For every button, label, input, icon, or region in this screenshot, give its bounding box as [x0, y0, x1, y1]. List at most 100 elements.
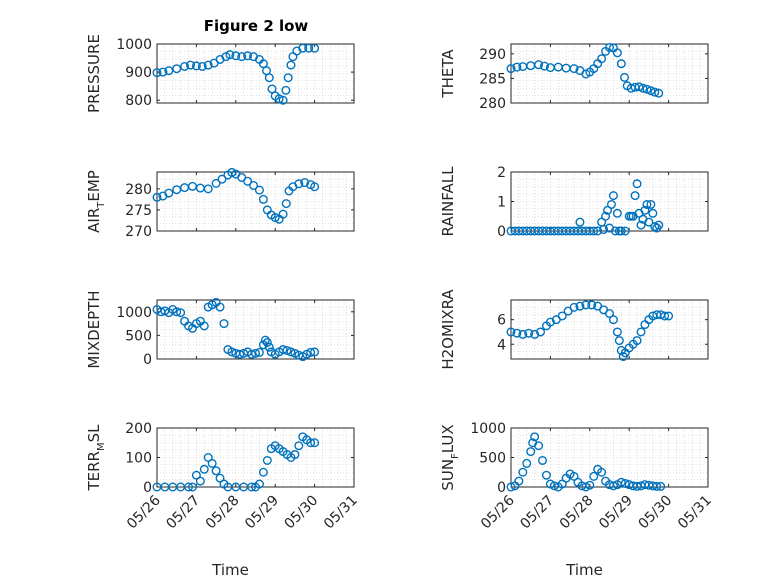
- data-point: [310, 438, 320, 448]
- subplot-3: 270 275 280 AIRTEMP: [85, 167, 355, 240]
- data-point: [286, 347, 296, 357]
- y-tick-label: 285: [479, 71, 506, 87]
- data-point: [557, 311, 567, 321]
- data-point: [306, 347, 316, 357]
- data-point: [518, 329, 528, 339]
- data-point: [587, 300, 597, 310]
- data-point: [620, 226, 630, 236]
- data-point: [610, 226, 620, 236]
- grid-lines: [510, 44, 708, 103]
- x-tick-label: 05/27: [163, 493, 203, 533]
- x-tick-label: 05/26: [124, 492, 164, 532]
- data-point: [599, 225, 609, 235]
- y-axis-label: PRESSURE: [85, 34, 103, 113]
- data-point: [526, 447, 536, 457]
- data-points: [152, 43, 320, 105]
- data-point: [258, 59, 268, 69]
- data-point: [187, 181, 197, 191]
- data-point: [654, 220, 664, 230]
- data-point: [593, 59, 603, 69]
- data-point: [203, 184, 213, 194]
- y-tick-label: 1000: [470, 421, 506, 437]
- y-tick-label: 100: [125, 451, 152, 467]
- data-point: [249, 180, 259, 190]
- data-point: [660, 311, 670, 321]
- data-point: [237, 52, 247, 62]
- data-point: [294, 179, 304, 189]
- data-point: [243, 176, 253, 186]
- data-point: [164, 188, 174, 198]
- data-point: [534, 441, 544, 451]
- y-axis-label: RAINFALL: [439, 166, 457, 237]
- data-point: [512, 62, 522, 72]
- y-tick-label: 290: [479, 47, 506, 63]
- y-tick-label: 275: [125, 203, 152, 219]
- data-point: [278, 345, 288, 355]
- data-point: [278, 95, 288, 105]
- y-tick-label: 280: [125, 182, 152, 198]
- data-points: [506, 179, 664, 236]
- data-point: [247, 482, 257, 492]
- data-point: [300, 178, 310, 188]
- y-tick-label: 200: [125, 421, 152, 437]
- x-tick-label: 05/26: [478, 492, 518, 532]
- x-tick-label: 05/31: [321, 493, 361, 533]
- y-tick-label: 0: [497, 480, 506, 496]
- data-point: [290, 450, 300, 460]
- data-point: [575, 301, 585, 311]
- data-point: [152, 68, 162, 78]
- data-point: [612, 208, 622, 218]
- y-tick-label: 500: [125, 328, 152, 344]
- data-point: [281, 85, 291, 95]
- data-point: [262, 337, 272, 347]
- grid-lines: [156, 172, 354, 231]
- y-axis-label: THETA: [439, 49, 457, 99]
- axes-box: [156, 43, 355, 104]
- data-point: [211, 466, 221, 476]
- data-point: [164, 66, 174, 76]
- x-axis-label: Time: [211, 561, 249, 579]
- data-point: [608, 315, 618, 325]
- data-point: [585, 480, 595, 490]
- data-point: [184, 482, 194, 492]
- data-point: [536, 327, 546, 337]
- y-tick-label: 2: [497, 165, 506, 181]
- data-point: [258, 467, 268, 477]
- data-point: [597, 54, 607, 64]
- data-point: [219, 319, 229, 329]
- data-point: [518, 467, 528, 477]
- data-point: [614, 336, 624, 346]
- data-point: [180, 61, 190, 71]
- axes-box: [156, 299, 355, 360]
- data-point: [606, 199, 616, 209]
- data-point: [534, 60, 544, 70]
- data-point: [310, 182, 320, 192]
- data-point: [281, 199, 291, 209]
- y-axis-label: SUNFLUX: [439, 424, 461, 490]
- data-point: [264, 342, 274, 352]
- data-point: [262, 455, 272, 465]
- data-point: [180, 183, 190, 193]
- y-tick-label: 900: [125, 65, 152, 81]
- data-point: [264, 73, 274, 83]
- data-point: [545, 317, 555, 327]
- data-points: [506, 42, 664, 98]
- data-point: [306, 438, 316, 448]
- y-axis-label: H2OMIXRA: [439, 289, 457, 370]
- data-point: [211, 178, 221, 188]
- subplot-1: 800 900 1000 PRESSURE: [85, 34, 355, 113]
- data-point: [254, 479, 264, 489]
- data-point: [605, 309, 615, 319]
- y-axis-label: AIRTEMP: [85, 170, 107, 233]
- data-point: [608, 481, 618, 491]
- data-point: [278, 209, 288, 219]
- data-point: [304, 43, 314, 53]
- data-point: [612, 327, 622, 337]
- data-point: [506, 64, 516, 74]
- data-point: [589, 226, 599, 236]
- data-point: [191, 61, 201, 71]
- data-point: [172, 64, 182, 74]
- x-tick-label: 05/30: [282, 493, 322, 533]
